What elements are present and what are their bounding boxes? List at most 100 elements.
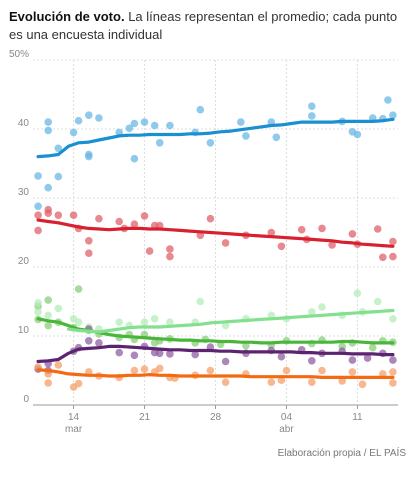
poll-point-1	[348, 230, 357, 238]
poll-point-5	[308, 378, 316, 387]
poll-point-5	[358, 380, 367, 389]
poll-point-1	[34, 211, 42, 219]
poll-point-3	[389, 315, 397, 323]
poll-point-1	[130, 220, 139, 228]
poll-point-1	[328, 241, 336, 249]
poll-point-1	[145, 247, 154, 255]
poll-point-2	[44, 296, 52, 304]
poll-point-3	[140, 318, 149, 327]
poll-point-4	[389, 356, 397, 364]
poll-point-0	[34, 172, 42, 180]
poll-point-0	[85, 152, 93, 161]
poll-point-1	[69, 211, 78, 219]
poll-point-1	[95, 214, 103, 223]
poll-point-1	[115, 217, 123, 226]
poll-point-1	[85, 237, 93, 245]
y-tick-label: 40	[18, 118, 30, 129]
poll-point-2	[44, 321, 52, 330]
poll-point-3	[196, 297, 205, 306]
poll-point-3	[34, 308, 42, 316]
source-credit: Elaboración propia / EL PAÍS	[277, 448, 406, 459]
poll-point-5	[389, 379, 397, 387]
poll-point-0	[54, 172, 63, 181]
poll-point-4	[348, 356, 357, 364]
poll-point-5	[54, 361, 63, 369]
poll-point-3	[54, 304, 63, 313]
poll-point-0	[140, 118, 149, 126]
average-lines	[36, 117, 395, 379]
average-line-1	[36, 218, 395, 248]
poll-point-1	[389, 252, 397, 261]
poll-point-2	[74, 285, 83, 293]
poll-point-0	[308, 102, 316, 110]
poll-point-0	[44, 183, 52, 192]
poll-point-4	[363, 354, 372, 362]
poll-point-5	[282, 366, 291, 375]
poll-point-0	[166, 121, 174, 130]
poll-point-3	[34, 299, 42, 307]
poll-point-4	[277, 352, 286, 361]
x-tick-label: 04	[281, 412, 293, 423]
y-tick-label: 20	[18, 256, 30, 267]
poll-point-2	[368, 343, 377, 352]
poll-point-5	[348, 368, 357, 376]
poll-point-4	[95, 339, 103, 347]
poll-point-1	[373, 225, 382, 233]
poll-point-1	[297, 225, 306, 234]
poll-point-0	[353, 130, 362, 139]
poll-point-3	[353, 289, 362, 298]
poll-point-3	[308, 308, 316, 316]
poll-point-0	[384, 96, 392, 104]
poll-point-1	[140, 212, 149, 220]
poll-point-0	[74, 116, 83, 125]
poll-point-0	[54, 144, 63, 153]
chart-header: Evolución de voto. La líneas representan…	[9, 8, 405, 44]
poll-point-5	[221, 378, 230, 387]
x-tick-label: 28	[210, 412, 222, 423]
poll-point-1	[318, 224, 326, 233]
poll-point-0	[155, 139, 164, 147]
y-tick-label: 30	[18, 187, 30, 198]
x-month-label: abr	[279, 424, 294, 435]
poll-point-0	[34, 202, 42, 211]
poll-point-4	[191, 350, 199, 359]
poll-point-0	[150, 121, 159, 130]
poll-point-5	[389, 368, 397, 376]
poll-point-1	[277, 242, 286, 251]
y-tick-label: 50%	[9, 49, 29, 60]
poll-point-1	[54, 211, 63, 219]
poll-point-1	[389, 237, 397, 246]
poll-point-1	[34, 226, 42, 235]
poll-point-5	[140, 365, 149, 373]
poll-point-3	[150, 315, 159, 323]
x-tick-label: 11	[352, 412, 363, 423]
poll-point-4	[130, 351, 139, 360]
poll-point-3	[221, 321, 230, 330]
poll-point-0	[130, 154, 139, 163]
poll-point-1	[166, 252, 174, 261]
poll-point-3	[115, 318, 123, 327]
poll-point-5	[155, 364, 164, 373]
poll-point-5	[74, 379, 83, 388]
chart-subtitle: La líneas representan el promedio; cada …	[9, 9, 398, 42]
poll-point-3	[373, 297, 382, 306]
poll-point-5	[206, 366, 215, 375]
poll-point-4	[166, 350, 174, 358]
x-tick-label: 14	[68, 412, 80, 423]
poll-point-1	[379, 253, 387, 262]
poll-point-4	[155, 349, 164, 358]
poll-point-0	[206, 139, 215, 147]
y-tick-label: 10	[18, 325, 30, 336]
poll-point-5	[267, 378, 276, 387]
x-month-label: mar	[65, 424, 83, 435]
average-line-5	[36, 368, 395, 379]
poll-point-1	[267, 228, 276, 237]
poll-point-3	[166, 318, 174, 327]
poll-point-0	[95, 114, 103, 122]
poll-point-3	[74, 318, 83, 327]
poll-point-1	[166, 245, 174, 253]
poll-point-0	[196, 105, 205, 114]
poll-point-0	[44, 118, 52, 126]
